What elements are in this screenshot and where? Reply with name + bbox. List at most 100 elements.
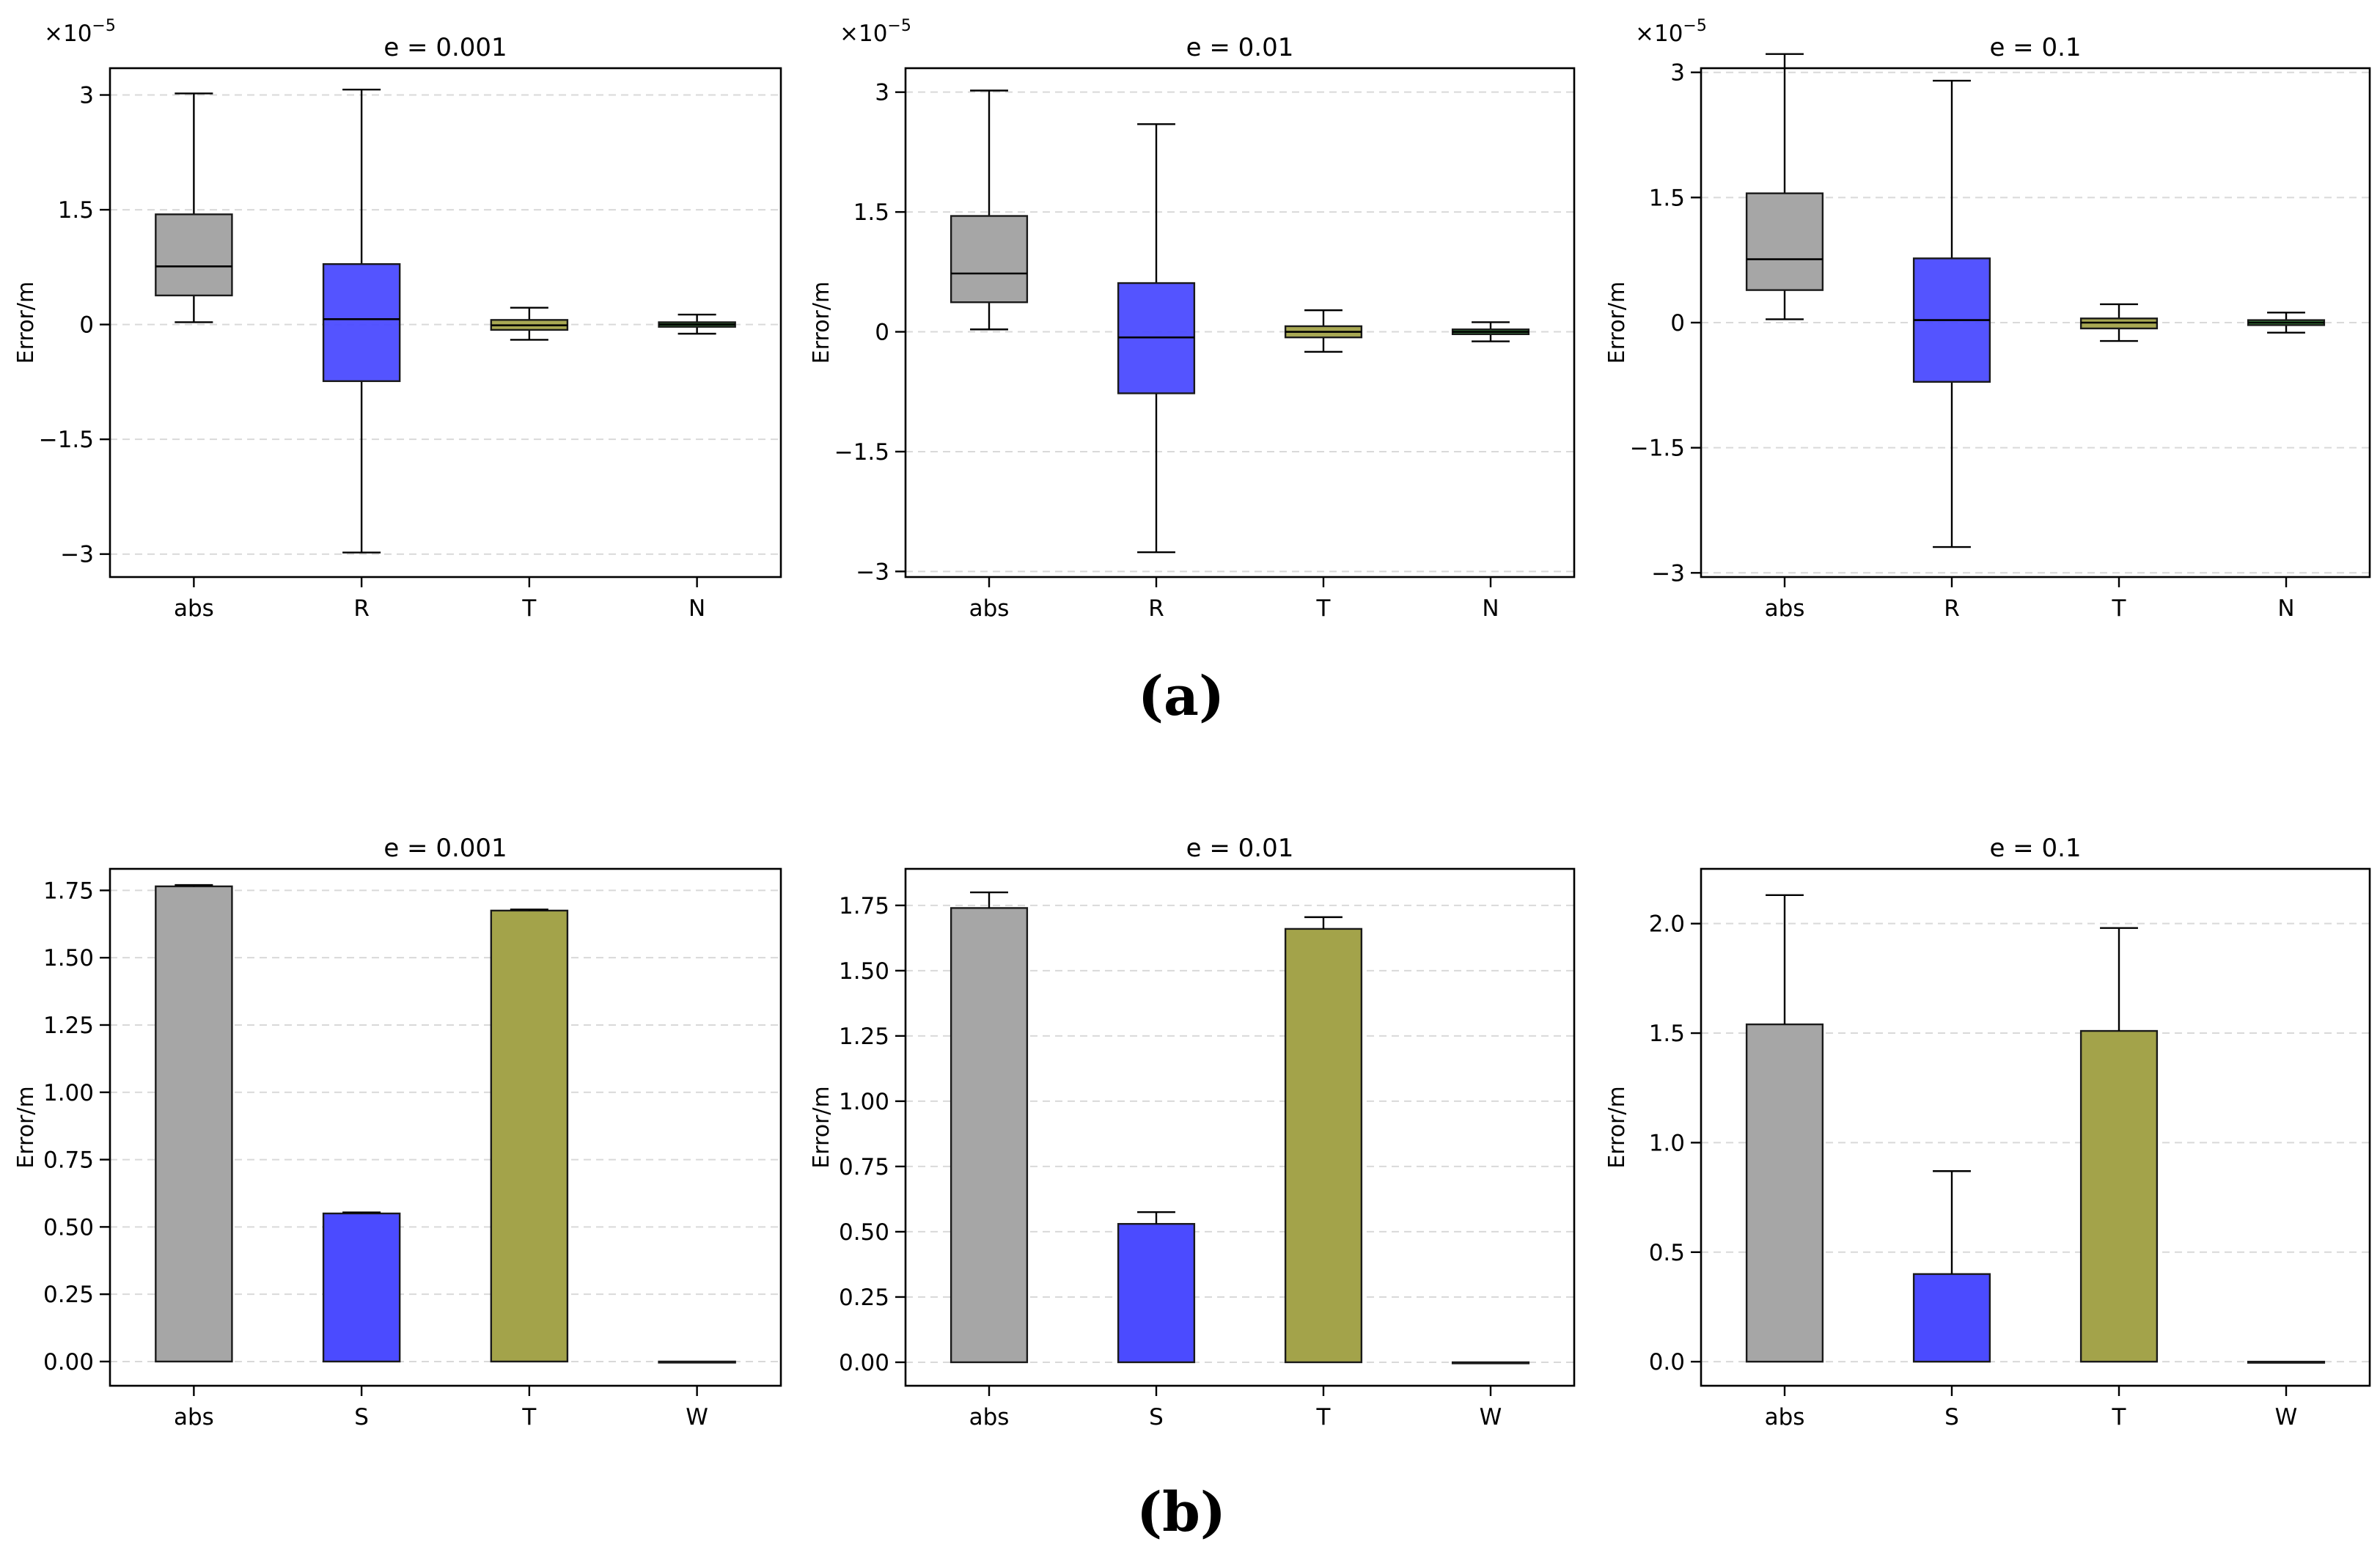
box-iqr [1745, 192, 1824, 291]
y-tick-label: 0 [1670, 310, 1685, 337]
panel-a2: 3 1.5 0 −1.5 −3 abs R T Ne = 0.01 Error/m ×10−5 [809, 17, 1576, 622]
chart-title: e = 0.001 [383, 33, 507, 62]
box-N [2247, 312, 2326, 334]
box-N [1451, 321, 1530, 342]
plot-frame [1700, 867, 2371, 1387]
chart-title: e = 0.1 [1989, 33, 2081, 62]
y-tick-label: 0 [875, 320, 889, 346]
y-tick-label: 0.50 [839, 1219, 889, 1246]
axis-multiplier: ×10−5 [1635, 17, 1707, 47]
bar-rect [322, 1212, 401, 1363]
y-tick-label: 0 [79, 312, 94, 339]
box-abs [155, 92, 233, 323]
y-tick-label: −3 [856, 559, 889, 585]
y-tick-label: 1.00 [839, 1089, 889, 1115]
x-tick-label-S: S [354, 1404, 369, 1430]
caption-a: (a) [1138, 665, 1224, 728]
x-tick-label-N: N [1482, 595, 1499, 622]
x-tick-label-R: R [1944, 595, 1960, 622]
box-R [322, 89, 401, 554]
box-T [490, 306, 569, 341]
panel-a1: 3 1.5 0 −1.5 −3 abs R T Ne = 0.001 Error/m ×10−5 [13, 17, 782, 622]
y-tick-label: 1.5 [58, 197, 94, 224]
y-tick-label: 3 [875, 80, 889, 106]
x-tick-label-abs: abs [174, 1404, 214, 1430]
y-tick-label: 1.25 [839, 1024, 889, 1050]
plot-frame [904, 67, 1576, 579]
bar-W [658, 1360, 736, 1364]
x-tick-label-abs: abs [969, 595, 1010, 622]
y-tick-label: 0.75 [839, 1154, 889, 1180]
plot-frame [109, 67, 782, 579]
multiplier-exponent: −5 [887, 17, 911, 35]
chart-title: e = 0.01 [1186, 834, 1294, 863]
y-tick-label: −1.5 [834, 439, 889, 466]
plot-frame [904, 867, 1576, 1387]
y-tick-label: 1.5 [1649, 185, 1685, 211]
y-tick-label: −1.5 [1630, 436, 1685, 462]
y-tick-label: 1.25 [43, 1013, 94, 1039]
bar-abs [1745, 894, 1824, 1363]
bar-T [2079, 927, 2159, 1363]
y-tick-label: 0.5 [1649, 1240, 1685, 1266]
x-tick-label-N: N [2277, 595, 2294, 622]
y-tick-label: 1.75 [839, 893, 889, 919]
bar-rect [2247, 1360, 2326, 1364]
box-abs [950, 89, 1029, 331]
bar-S [1117, 1211, 1196, 1364]
y-tick-label: 1.50 [43, 945, 94, 971]
y-axis-label: Error/m [809, 282, 834, 364]
panel-b3: 0.0 0.5 1.0 1.5 2.0 abs S T We = 0.1 Error/m [1604, 834, 2371, 1430]
chart-title: e = 0.001 [383, 834, 507, 863]
y-axis-label: Error/m [1604, 282, 1630, 364]
bar-S [322, 1211, 401, 1363]
bar-rect [1745, 1023, 1824, 1363]
bar-abs [155, 884, 233, 1363]
box-iqr [322, 262, 401, 383]
panel-b2: 0.00 0.25 0.50 0.75 1.00 1.25 1.50 1.75 abs S T We … [809, 834, 1576, 1430]
bar-rect [155, 885, 233, 1363]
y-tick-label: 0.25 [43, 1282, 94, 1308]
chart-title: e = 0.1 [1989, 834, 2081, 863]
box-N [658, 313, 736, 335]
y-tick-label: 0.0 [1649, 1349, 1685, 1375]
bar-rect [490, 909, 569, 1363]
panel-a3: 3 1.5 0 −1.5 −3 abs R T Ne = 0.1 Error/m ×10−5 [1604, 17, 2371, 622]
y-axis-label: Error/m [13, 1086, 39, 1168]
x-tick-label-T: T [521, 1404, 537, 1430]
bar-rect [1451, 1361, 1530, 1364]
plot-frame [1700, 67, 2371, 579]
y-tick-label: 3 [1670, 60, 1685, 87]
x-tick-label-abs: abs [174, 595, 214, 622]
y-tick-label: 1.75 [43, 878, 94, 904]
bar-rect [1284, 928, 1363, 1364]
bar-rect [950, 907, 1029, 1364]
y-axis-label: Error/m [809, 1086, 834, 1168]
x-tick-label-R: R [1148, 595, 1164, 622]
bar-rect [1117, 1223, 1196, 1364]
y-axis-label: Error/m [13, 282, 39, 364]
y-tick-label: 1.50 [839, 958, 889, 985]
panel-b1: 0.00 0.25 0.50 0.75 1.00 1.25 1.50 1.75 abs S T We … [13, 834, 782, 1430]
y-tick-label: −3 [60, 542, 94, 568]
y-tick-label: 1.5 [853, 199, 889, 226]
x-tick-label-T: T [521, 595, 537, 622]
multiplier-base: ×10 [840, 21, 887, 47]
x-tick-label-T: T [1316, 1404, 1332, 1430]
x-tick-label-T: T [1316, 595, 1332, 622]
y-axis-label: Error/m [1604, 1086, 1630, 1168]
bar-abs [950, 891, 1029, 1364]
bar-T [490, 908, 569, 1363]
bar-W [1451, 1361, 1530, 1364]
x-tick-label-abs: abs [1765, 1404, 1805, 1430]
multiplier-base: ×10 [44, 21, 92, 47]
bar-rect [658, 1360, 736, 1364]
y-tick-label: 1.5 [1649, 1021, 1685, 1047]
plot-frame [109, 867, 782, 1387]
axis-multiplier: ×10−5 [840, 17, 911, 47]
y-tick-label: −3 [1651, 560, 1685, 587]
x-tick-label-W: W [686, 1404, 708, 1430]
bar-rect [1912, 1273, 1991, 1363]
box-T [1284, 309, 1363, 353]
